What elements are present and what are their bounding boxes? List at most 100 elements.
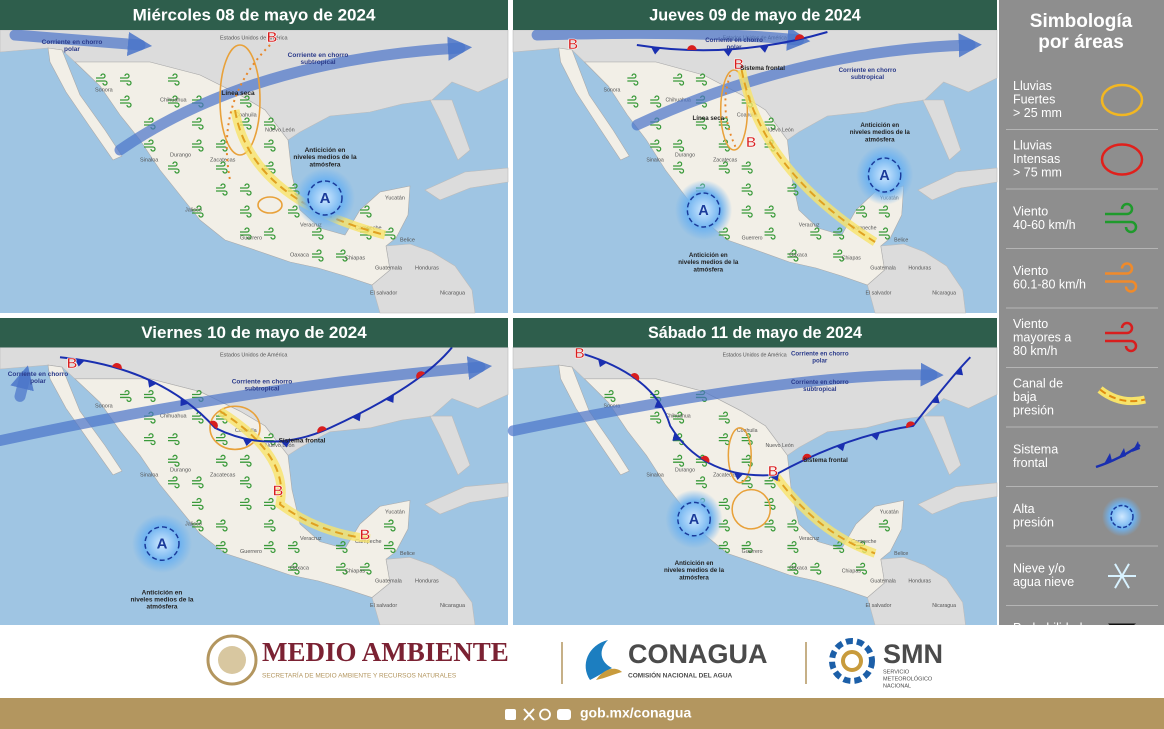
smn-subtitle: METEOROLÓGICO: [883, 675, 933, 682]
social-icon[interactable]: [523, 708, 535, 721]
map-annotation: Corriente en chorro subtropical: [791, 378, 849, 392]
trough: [774, 474, 876, 555]
wind-icon: [264, 497, 276, 510]
place-label: Oaxaca: [789, 565, 807, 571]
wind-icon: [216, 519, 228, 532]
wind-icon: [855, 205, 868, 218]
place-label: Estados Unidos de América: [723, 353, 787, 359]
land-mexico: [74, 61, 411, 286]
wind-icon: [192, 117, 204, 130]
legend-label: Viento: [1013, 317, 1048, 331]
legend-title: Simbología por áreas: [1030, 11, 1133, 53]
place-label: Veracruz: [799, 536, 820, 542]
wind-icon: [384, 519, 396, 532]
place-label: Coahuila: [235, 112, 258, 118]
place-label: El salvador: [866, 603, 892, 609]
semarnat-emblem: [206, 634, 258, 686]
cold-front-mark: [770, 472, 779, 482]
conagua-logo-text: CONAGUA: [628, 639, 768, 669]
place-label: Guatemala: [375, 578, 403, 584]
place-label: Honduras: [415, 578, 439, 584]
place-label: Guatemala: [870, 265, 896, 271]
wind-icon: [627, 73, 639, 86]
map-panel: Estados Unidos de AméricaSonoraChihuahua…: [507, 318, 998, 626]
place-label: Belice: [894, 237, 908, 243]
semarnat-logo-text: MEDIO AMBIENTE: [262, 637, 509, 667]
warm-front-mark: [687, 45, 697, 51]
warm-front-mark: [416, 371, 426, 380]
wind-icon: [878, 227, 890, 240]
cold-front-mark: [385, 394, 394, 403]
low-symbol: B: [273, 484, 284, 500]
wind-icon: [764, 497, 776, 510]
map-annotation: Corriente en chorro subtropical: [232, 378, 293, 392]
wind-icon: [192, 476, 204, 489]
wind-icon: [718, 161, 730, 174]
wind-icon: [192, 497, 204, 510]
warm-front-mark: [700, 455, 710, 464]
high-symbol: A: [320, 190, 331, 207]
wind-icon: [695, 73, 707, 86]
legend-label: > 25 mm: [1013, 106, 1062, 120]
place-label: Guerrero: [742, 549, 763, 555]
website-link[interactable]: gob.mx/conagua: [580, 705, 691, 721]
place-label: Nicaragua: [440, 603, 466, 609]
wind-icon: [741, 161, 753, 174]
place-label: Honduras: [908, 578, 931, 584]
legend-label: Alta: [1013, 502, 1035, 516]
wind-icon: [120, 95, 132, 108]
map-panels: Estados Unidos de América Sonora Chihuahua…: [0, 0, 998, 626]
map-annotation: Corriente en chorro polar: [705, 37, 763, 51]
wind-icon: [764, 117, 776, 130]
social-icon[interactable]: [505, 709, 516, 720]
map-annotation: Línea seca: [693, 115, 725, 122]
low-symbol: B: [768, 464, 778, 480]
place-label: Jalisco: [185, 207, 202, 213]
wind-icon: [192, 139, 204, 152]
legend-icon: [1105, 321, 1138, 353]
place-label: Durango: [170, 467, 191, 473]
heavy-rain-area: [731, 488, 772, 530]
land-usa: [512, 29, 998, 161]
wind-icon: [855, 562, 868, 575]
heavy-rain-area: [727, 427, 752, 484]
panel-title: Viernes 10 de mayo de 2024: [141, 323, 367, 342]
wind-icon: [878, 205, 890, 218]
place-label: Honduras: [908, 265, 931, 271]
wind-icon: [192, 519, 204, 532]
social-icon[interactable]: [557, 709, 571, 720]
wind-icon: [384, 227, 396, 240]
place-label: Chiapas: [345, 569, 365, 575]
legend-icon: [1132, 441, 1140, 452]
low-symbol: B: [67, 356, 78, 372]
place-label: Chihuahua: [665, 413, 690, 419]
place-label: Chihuahua: [160, 97, 188, 103]
place-label: Guerrero: [742, 235, 763, 241]
cold-front-mark: [242, 438, 253, 447]
wind-icon: [240, 476, 252, 489]
wind-icon: [240, 117, 252, 130]
map-annotation: Anticición en niveles medios de la atmósfe…: [678, 252, 739, 273]
wind-icon: [833, 249, 845, 262]
wind-icon: [787, 519, 799, 532]
wind-icon: [144, 433, 156, 446]
dry-line: [225, 44, 271, 181]
conagua-subtitle: COMISIÓN NACIONAL DEL AGUA: [628, 671, 733, 680]
warm-front-mark: [630, 373, 640, 381]
social-icon[interactable]: [539, 708, 551, 721]
wind-icon: [168, 476, 180, 489]
low-symbol: B: [568, 37, 578, 53]
wind-icon: [240, 454, 252, 467]
wind-icon: [168, 433, 180, 446]
jet-stream: [531, 26, 811, 51]
place-label: Belice: [400, 551, 415, 557]
place-label: Estados Unidos de América: [220, 35, 289, 41]
warm-front-mark: [209, 420, 218, 429]
frontal-system: [59, 346, 453, 443]
place-label: Guatemala: [870, 578, 896, 584]
high-symbol: A: [157, 537, 168, 553]
wind-icon: [168, 161, 180, 174]
legend-label: agua nieve: [1013, 575, 1074, 589]
jet-stream: [507, 362, 944, 437]
